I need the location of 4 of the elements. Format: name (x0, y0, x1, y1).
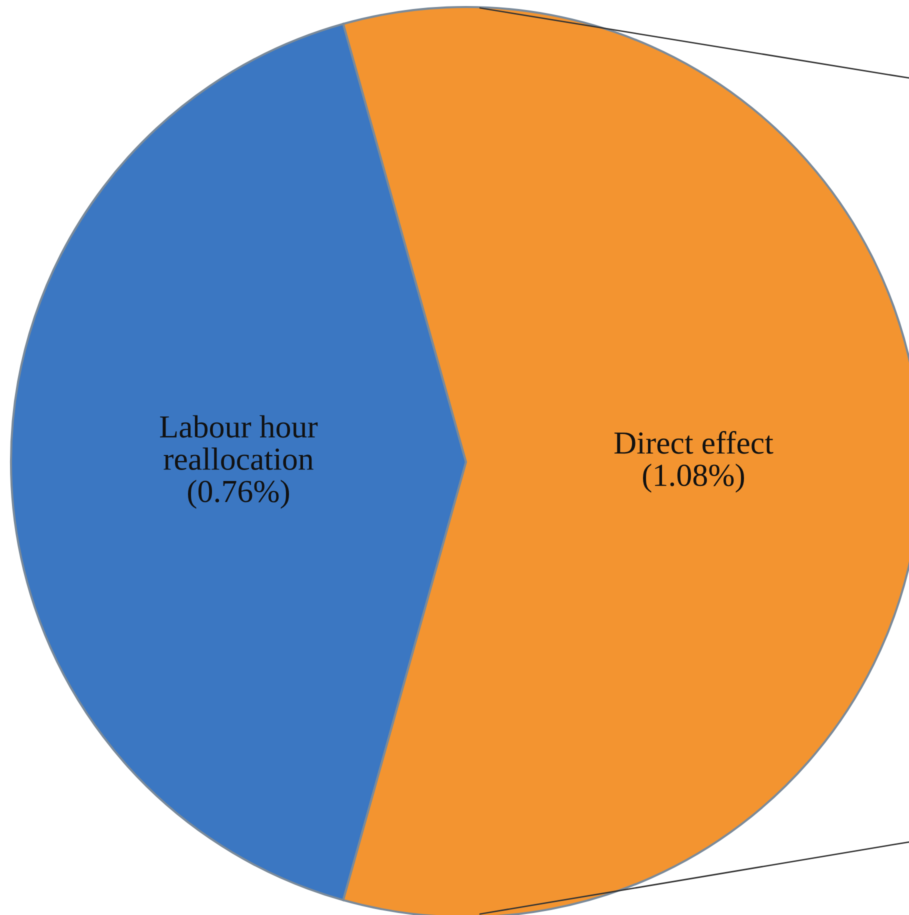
data-label: (0.76%) (188, 480, 289, 509)
slice-label: Labour hour reallocation (160, 415, 318, 470)
data-label: (1.08%) (643, 464, 744, 493)
slice-label: Direct effect (614, 431, 774, 454)
